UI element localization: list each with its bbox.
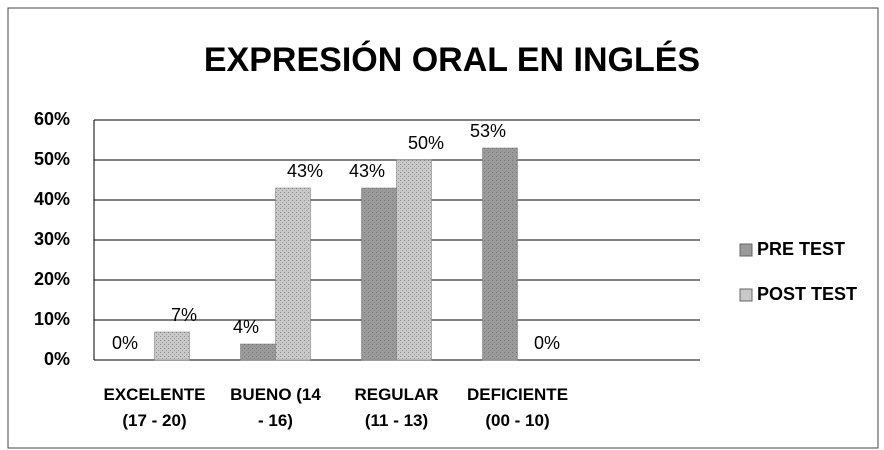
- bar-texture: [396, 160, 432, 360]
- x-tick-label: EXCELENTE (17 - 20): [103, 385, 206, 430]
- y-tick-label: 30%: [34, 229, 70, 249]
- y-tick-label: 60%: [34, 109, 70, 129]
- y-tick-label: 20%: [34, 269, 70, 289]
- data-label: 4%: [233, 317, 259, 337]
- x-tick-label: REGULAR (11 - 13): [354, 385, 439, 430]
- x-tick-label: BUENO (14 - 16): [230, 385, 321, 430]
- data-label: 7%: [171, 305, 197, 325]
- bar-texture: [240, 344, 276, 360]
- legend-label: PRE TEST: [757, 239, 845, 259]
- bar-texture: [275, 188, 311, 360]
- x-tick-label: DEFICIENTE (00 - 10): [466, 385, 569, 430]
- data-label: 0%: [112, 333, 138, 353]
- legend-label: POST TEST: [757, 284, 857, 304]
- chart-border: [7, 7, 879, 449]
- data-label: 43%: [349, 161, 385, 181]
- bar-texture: [482, 148, 518, 360]
- legend-swatch: [739, 243, 753, 257]
- data-label: 53%: [470, 121, 506, 141]
- data-label: 0%: [534, 333, 560, 353]
- y-tick-label: 50%: [34, 149, 70, 169]
- y-tick-label: 0%: [44, 349, 70, 369]
- legend-swatch: [739, 288, 753, 302]
- data-label: 50%: [408, 133, 444, 153]
- bar-texture: [361, 188, 397, 360]
- y-tick-label: 10%: [34, 309, 70, 329]
- bar-texture: [154, 332, 190, 360]
- chart-title: EXPRESIÓN ORAL EN INGLÉS: [204, 41, 700, 79]
- data-label: 43%: [287, 161, 323, 181]
- y-tick-label: 40%: [34, 189, 70, 209]
